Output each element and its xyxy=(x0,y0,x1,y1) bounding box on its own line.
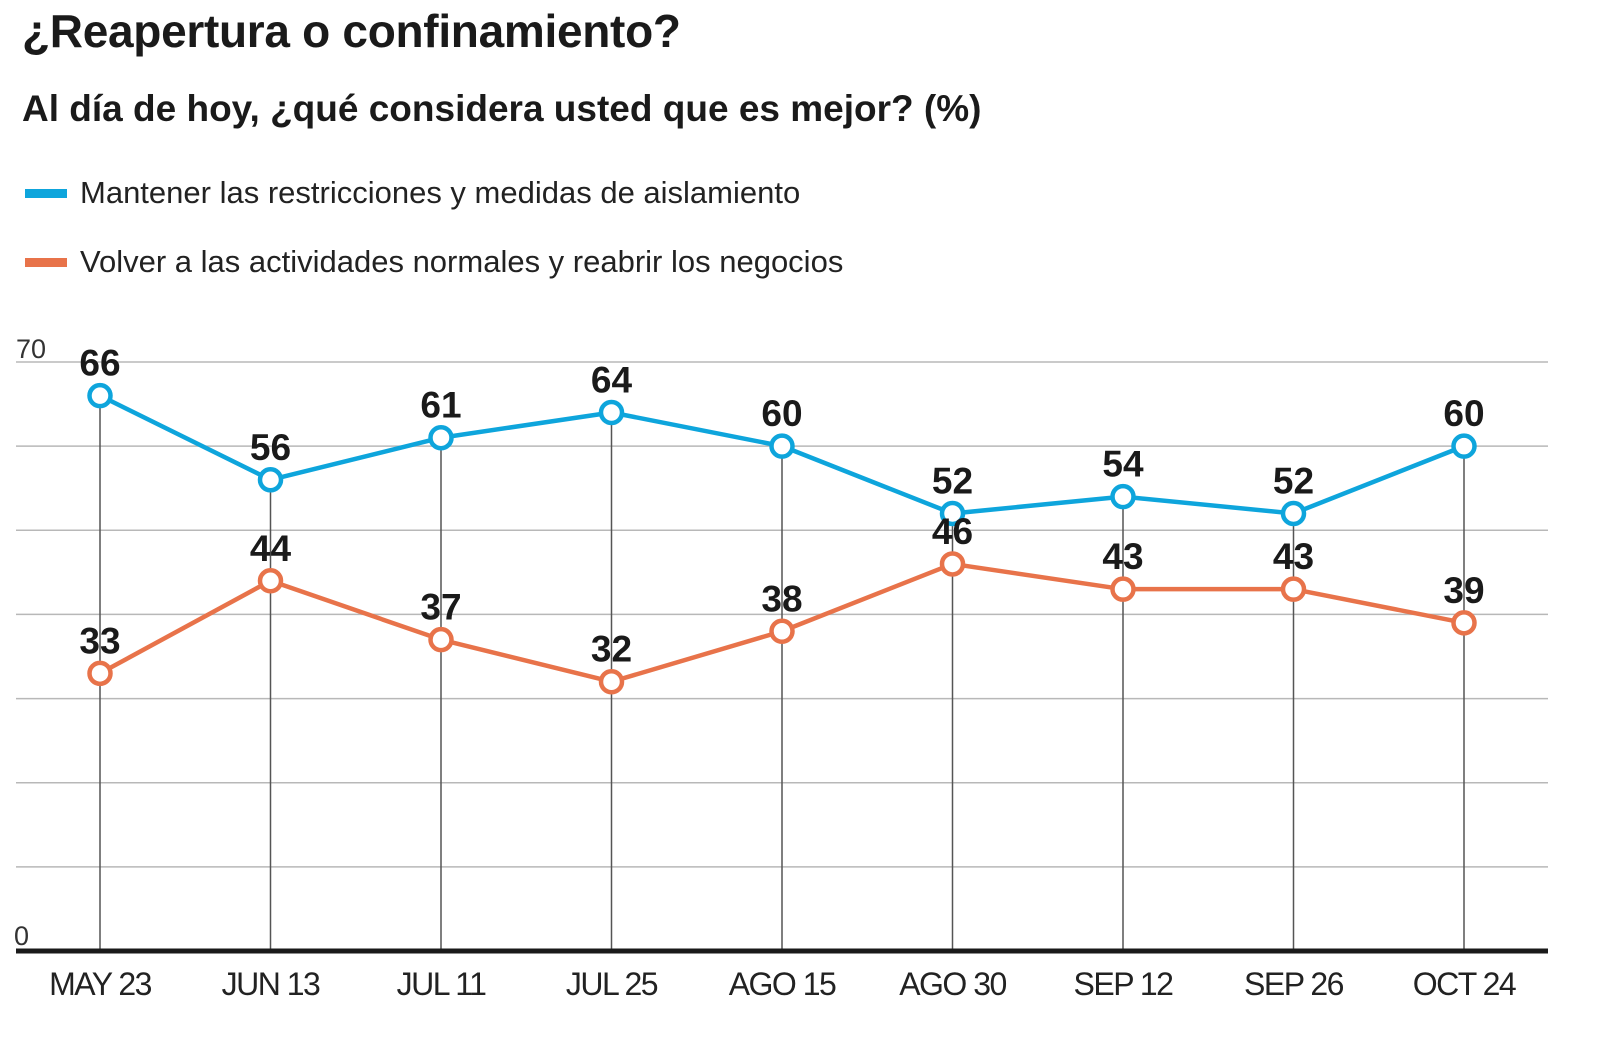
x-tick-label: AGO 30 xyxy=(899,966,1006,1002)
data-point xyxy=(1280,500,1307,527)
data-point xyxy=(598,668,625,695)
data-label: 46 xyxy=(932,511,973,552)
data-label: 52 xyxy=(932,460,973,501)
data-label: 43 xyxy=(1273,536,1314,577)
data-label: 44 xyxy=(250,528,292,569)
data-label: 32 xyxy=(591,629,632,670)
data-label: 60 xyxy=(761,393,802,434)
legend-swatch-restricciones xyxy=(25,188,67,198)
data-point xyxy=(1280,576,1307,602)
x-tick-label: JUN 13 xyxy=(222,966,320,1002)
chart-title: ¿Reapertura o confinamiento? xyxy=(22,5,681,57)
data-label: 66 xyxy=(79,343,120,384)
data-point xyxy=(769,618,795,645)
x-tick-label: OCT 24 xyxy=(1413,966,1516,1002)
x-tick-label: SEP 26 xyxy=(1244,966,1344,1002)
data-point xyxy=(257,568,284,594)
data-point xyxy=(769,433,795,459)
data-point xyxy=(87,382,113,409)
legend-item-reabrir: Volver a las actividades normales y reab… xyxy=(25,242,843,282)
data-point xyxy=(87,660,113,687)
data-point xyxy=(1110,483,1136,510)
data-label: 39 xyxy=(1443,570,1484,611)
y-tick-label: 70 xyxy=(16,334,46,364)
data-point xyxy=(1451,433,1477,459)
data-point xyxy=(257,467,284,493)
data-label: 43 xyxy=(1102,536,1143,577)
data-label: 60 xyxy=(1443,393,1484,434)
legend-label-restricciones: Mantener las restricciones y medidas de … xyxy=(80,175,801,210)
data-label: 56 xyxy=(250,427,291,468)
x-tick-label: JUL 25 xyxy=(566,966,658,1002)
data-label: 33 xyxy=(79,620,120,661)
data-label: 37 xyxy=(420,587,461,628)
data-label: 38 xyxy=(761,578,802,619)
legend-item-restricciones: Mantener las restricciones y medidas de … xyxy=(25,173,800,213)
data-point xyxy=(939,500,966,527)
legend-label-reabrir: Volver a las actividades normales y reab… xyxy=(80,244,844,279)
data-label: 64 xyxy=(591,359,633,400)
data-label: 54 xyxy=(1102,444,1144,485)
x-tick-label: AGO 15 xyxy=(729,966,836,1002)
x-tick-label: SEP 12 xyxy=(1074,966,1174,1002)
data-point xyxy=(598,399,625,426)
data-label: 52 xyxy=(1273,460,1314,501)
data-point xyxy=(1451,610,1477,636)
legend-swatch-reabrir xyxy=(25,257,67,267)
chart-subtitle: Al día de hoy, ¿qué considera usted que … xyxy=(22,88,982,129)
data-point xyxy=(428,424,454,451)
data-point xyxy=(1110,576,1136,602)
y-tick-label: 0 xyxy=(14,921,29,951)
data-point xyxy=(939,551,966,577)
data-point xyxy=(428,626,454,653)
x-tick-label: JUL 11 xyxy=(397,966,487,1002)
data-label: 61 xyxy=(420,385,461,426)
x-tick-label: MAY 23 xyxy=(49,966,152,1002)
